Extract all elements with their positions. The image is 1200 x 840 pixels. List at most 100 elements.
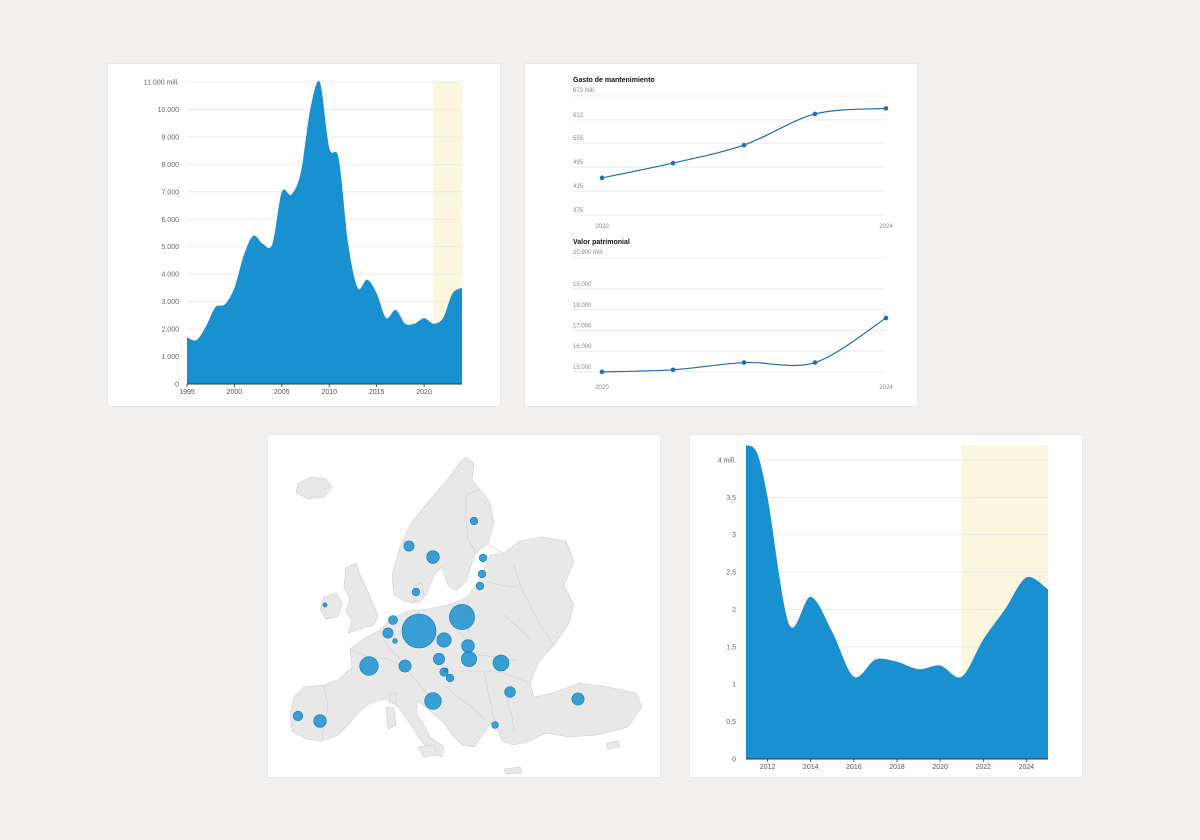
map-bubble[interactable] [359, 656, 379, 676]
y-tick-label: 9.000 [161, 134, 179, 141]
x-tick-label: 2000 [227, 389, 243, 396]
map-bubble[interactable] [469, 516, 479, 526]
land-sicily [417, 744, 437, 758]
y-tick-label: 2.000 [161, 327, 179, 334]
y-tick-label: 16.000 [573, 344, 592, 350]
europe-bubble-map [289, 456, 643, 775]
x-tick-label: 2020 [595, 224, 609, 230]
map-bubble[interactable] [398, 659, 412, 673]
map-bubble[interactable] [322, 602, 328, 608]
x-tick-label: 2012 [760, 764, 776, 771]
y-tick-label: 17.000 [573, 323, 592, 329]
y-tick-label: 10.000 [158, 107, 180, 114]
y-tick-label: 555 [573, 136, 584, 142]
map-bubble[interactable] [478, 553, 488, 563]
x-tick-label: 2010 [321, 389, 337, 396]
y-tick-label: 2 [732, 607, 736, 614]
area-chart-1: 0 1.000 2.000 3.000 4.000 5.000 6.000 7.000 8.00… [144, 80, 462, 396]
x-tick-label: 2018 [889, 764, 905, 771]
y-tick-label: 1,5 [726, 644, 736, 651]
y-tick-label: 4 mill. [718, 457, 736, 464]
map-bubble[interactable] [492, 654, 510, 672]
line-chart-2-unit: 20.900 mill. [573, 250, 604, 256]
data-point [670, 367, 676, 373]
x-tick-label: 2020 [595, 385, 609, 391]
area-chart-2: 0 0,5 1 1,5 2 2,5 3 3,5 4 mill. 2012 2014 2016 2018 2… [718, 445, 1048, 771]
map-bubble[interactable] [403, 540, 415, 552]
line-chart-2-title: Valor patrimonial [573, 239, 630, 246]
land-crete [503, 766, 523, 775]
y-tick-label: 3.000 [161, 299, 179, 306]
y-tick-label: 18.000 [573, 303, 592, 309]
map-bubble[interactable] [491, 721, 499, 729]
y-tick-label: 6.000 [161, 217, 179, 224]
y-tick-label: 4.000 [161, 272, 179, 279]
x-tick-label: 2024 [1019, 764, 1035, 771]
line-charts: Gasto de mantenimiento 673 mill. Valor p… [573, 77, 893, 391]
land-corsica [389, 692, 397, 704]
map-bubble[interactable] [424, 692, 442, 710]
data-point [883, 315, 889, 321]
map-bubble[interactable] [382, 627, 394, 639]
map-bubble[interactable] [477, 569, 487, 579]
y-tick-label: 15.000 [573, 365, 592, 371]
map-bubble[interactable] [475, 581, 485, 591]
map-bubble[interactable] [571, 692, 585, 706]
data-point [812, 360, 818, 365]
x-tick-label: 2020 [932, 764, 948, 771]
map-bubble[interactable] [461, 651, 477, 667]
area-series [746, 445, 1048, 759]
x-tick-label: 2016 [846, 764, 862, 771]
area-chart-card-2: 0 0,5 1 1,5 2 2,5 3 3,5 4 mill. 2012 2014 2016 2018 2… [690, 435, 1082, 777]
y-tick-label: 613 [573, 113, 584, 119]
map-bubble[interactable] [392, 638, 398, 644]
data-point [599, 175, 605, 181]
y-tick-label: 1 [732, 682, 736, 689]
y-tick-label: 2,5 [726, 570, 736, 577]
map-bubble[interactable] [433, 653, 445, 665]
y-tick-label: 435 [573, 184, 584, 190]
data-point [812, 111, 818, 117]
y-tick-label: 1.000 [161, 354, 179, 361]
europe-bubble-map-card [268, 435, 660, 777]
map-bubble[interactable] [401, 613, 437, 649]
y-tick-label: 0 [175, 382, 179, 389]
map-bubble[interactable] [461, 639, 475, 653]
x-tick-label: 2005 [274, 389, 290, 396]
map-bubble[interactable] [504, 686, 516, 698]
data-point [599, 369, 605, 375]
line-chart-1-title: Gasto de mantenimiento [573, 77, 655, 84]
map-bubble[interactable] [313, 714, 327, 728]
y-tick-label: 495 [573, 160, 584, 166]
land-finland [465, 488, 495, 554]
y-tick-label: 5.000 [161, 244, 179, 251]
land-ireland [319, 592, 343, 620]
x-tick-label: 2024 [879, 224, 893, 230]
line-charts-card: Gasto de mantenimiento 673 mill. Valor p… [525, 64, 917, 406]
data-point [670, 160, 676, 166]
land-cyprus [605, 740, 621, 750]
map-bubble[interactable] [445, 673, 455, 683]
line-chart-1-unit: 673 mill. [573, 88, 596, 94]
map-bubble[interactable] [436, 632, 452, 648]
map-bubble[interactable] [388, 615, 398, 625]
y-tick-label: 8.000 [161, 162, 179, 169]
area-chart-card-1: 0 1.000 2.000 3.000 4.000 5.000 6.000 7.000 8.00… [108, 64, 500, 406]
x-tick-label: 2014 [803, 764, 819, 771]
map-bubble[interactable] [411, 587, 421, 597]
y-tick-label: 11.000 mill. [144, 80, 179, 87]
y-tick-label: 0 [732, 757, 736, 764]
map-bubble[interactable] [426, 550, 440, 564]
x-tick-label: 2015 [369, 389, 385, 396]
map-bubble[interactable] [292, 710, 304, 722]
land-great-britain [343, 562, 379, 634]
map-bubble[interactable] [449, 604, 475, 630]
x-tick-label: 2022 [975, 764, 991, 771]
land-sardinia [385, 706, 397, 730]
data-point [741, 142, 747, 148]
data-point [741, 360, 747, 365]
y-tick-label: 19.000 [573, 282, 592, 288]
x-tick-label: 2024 [879, 385, 893, 391]
map-bubble[interactable] [443, 667, 449, 673]
y-tick-label: 3 [732, 532, 736, 539]
